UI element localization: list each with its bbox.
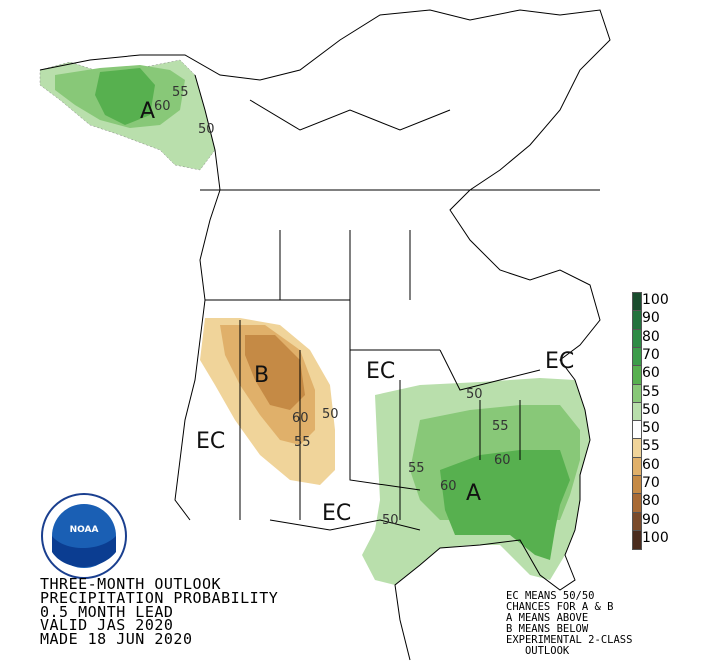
color-swatch <box>632 420 642 441</box>
color-swatch <box>632 493 642 514</box>
color-scale-row: 90 <box>632 511 712 532</box>
title-line: VALID JAS 2020 <box>40 616 174 635</box>
note-line: EC MEANS 50/50 <box>506 590 595 602</box>
color-scale-label: 80 <box>642 493 660 510</box>
ec-west-label: EC <box>196 429 225 454</box>
contour-label: 60 <box>154 99 171 114</box>
color-swatch <box>632 511 642 532</box>
color-scale-label: 70 <box>642 346 660 363</box>
color-scale-label: 70 <box>642 475 660 491</box>
ec-central-label: EC <box>366 359 395 384</box>
ec-northeast-label: EC <box>545 349 574 374</box>
note-line: EXPERIMENTAL 2-CLASS <box>506 634 633 646</box>
contour-label: 55 <box>408 461 425 476</box>
southeast-above-region <box>362 378 590 585</box>
b-northwest-label: B <box>254 363 269 388</box>
contour-label: 50 <box>198 122 215 137</box>
noaa-logo: NOAA <box>41 493 127 579</box>
color-swatch <box>632 346 642 367</box>
color-swatch <box>632 365 642 386</box>
title-line: PRECIPITATION PROBABILITY <box>40 588 279 607</box>
contour-label: 60 <box>494 453 511 468</box>
contour-label: 55 <box>172 85 189 100</box>
color-scale-label: 90 <box>642 310 660 327</box>
color-scale-row: 70 <box>632 475 712 495</box>
noaa-logo-text: NOAA <box>70 525 99 535</box>
contour-label: 50 <box>466 387 483 402</box>
contour-label: 55 <box>294 435 311 450</box>
note-line: CHANCES FOR A & B <box>506 601 614 613</box>
color-scale-label: 80 <box>642 328 660 345</box>
color-scale-row: 60 <box>632 456 712 477</box>
contour-label: 55 <box>492 419 509 434</box>
color-scale-label: 60 <box>642 456 660 473</box>
color-scale-label: 50 <box>642 420 660 437</box>
ec-southwest-label: EC <box>322 501 351 526</box>
title-line: MADE 18 JUN 2020 <box>40 630 193 649</box>
alaska-above-region <box>39 59 216 171</box>
color-scale-label: 55 <box>642 438 660 455</box>
color-scale-row: 100 <box>632 529 712 550</box>
a-alaska-label: A <box>140 99 155 124</box>
color-swatch <box>632 383 642 404</box>
color-scale: 100 90 80 70 60 55 50 50 55 60 70 80 90 100 <box>632 292 712 554</box>
color-swatch <box>632 475 642 495</box>
color-scale-label: 50 <box>642 401 660 418</box>
color-scale-label: 100 <box>642 292 669 308</box>
contour-label: 50 <box>322 407 339 422</box>
color-scale-row: 80 <box>632 493 712 514</box>
color-scale-row: 50 <box>632 401 712 422</box>
color-swatch <box>632 438 642 459</box>
color-scale-row: 50 <box>632 420 712 441</box>
color-swatch <box>632 401 642 422</box>
color-scale-label: 90 <box>642 511 660 528</box>
a-southeast-label: A <box>466 481 481 506</box>
color-swatch <box>632 529 642 550</box>
title-line: THREE-MONTH OUTLOOK <box>40 575 222 593</box>
color-scale-label: 100 <box>642 529 669 546</box>
note-line: B MEANS BELOW <box>506 623 589 635</box>
color-swatch <box>632 292 642 312</box>
color-scale-row: 60 <box>632 365 712 386</box>
color-scale-row: 55 <box>632 438 712 459</box>
color-scale-row: 90 <box>632 310 712 331</box>
color-scale-row: 70 <box>632 346 712 367</box>
color-scale-row: 80 <box>632 328 712 349</box>
color-swatch <box>632 456 642 477</box>
contour-label: 50 <box>382 513 399 528</box>
boundary-lines <box>39 9 611 661</box>
color-scale-label: 55 <box>642 383 660 400</box>
contour-label: 60 <box>440 479 457 494</box>
title-line: 0.5 MONTH LEAD <box>40 602 174 621</box>
color-swatch <box>632 310 642 331</box>
color-scale-row: 55 <box>632 383 712 404</box>
note-line: A MEANS ABOVE <box>506 612 589 624</box>
color-scale-label: 60 <box>642 365 660 382</box>
note-line: OUTLOOK <box>506 645 570 657</box>
northwest-below-region <box>200 318 335 485</box>
color-scale-row: 100 <box>632 292 712 312</box>
contour-label: 60 <box>292 411 309 426</box>
color-swatch <box>632 328 642 349</box>
outlook-title: THREE-MONTH OUTLOOK PRECIPITATION PROBABI… <box>40 575 279 649</box>
